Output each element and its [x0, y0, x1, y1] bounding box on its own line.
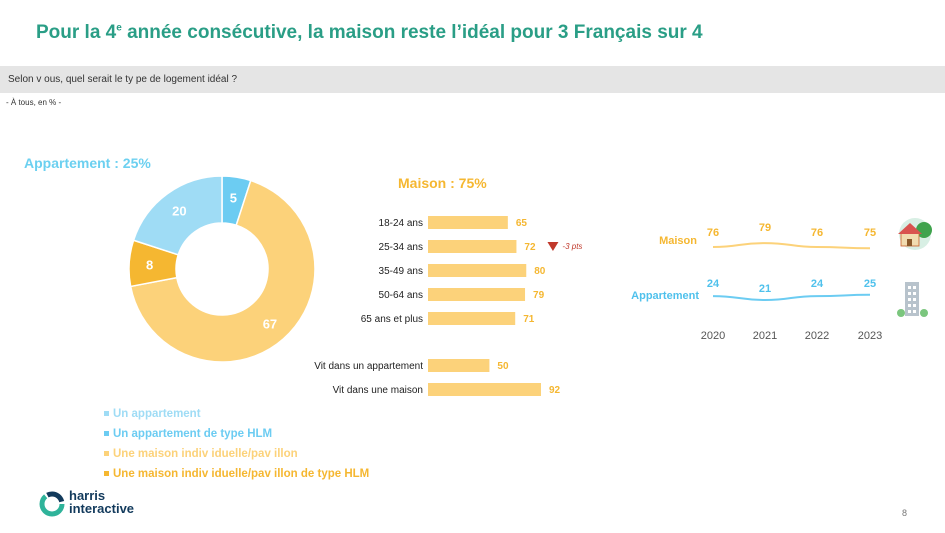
building-window — [908, 304, 911, 307]
building-shrub — [897, 309, 905, 317]
logo-line-2: interactive — [69, 501, 135, 516]
building-window — [908, 286, 911, 289]
year-axis-label: 2023 — [858, 330, 882, 342]
bar-category-label: 65 ans et plus — [361, 314, 423, 325]
question-text: Selon v ous, quel serait le ty pe de log… — [8, 74, 238, 85]
bar-category-label: 18-24 ans — [379, 218, 423, 229]
legend-label: Un appartement — [113, 408, 201, 420]
trend-series-name: Maison — [659, 235, 697, 247]
legend-item: Une maison indiv iduelle/pav illon — [104, 446, 369, 466]
donut-slice-label: 67 — [263, 316, 277, 331]
building-window — [913, 298, 916, 301]
bar-value-label: 65 — [516, 218, 528, 229]
legend-swatch — [104, 451, 109, 457]
base-note: - À tous, en % - — [6, 98, 62, 107]
logo-line-1: harris — [69, 488, 106, 503]
bar-value-label: 79 — [533, 290, 545, 301]
maison-total-label: Maison : 75% — [398, 175, 487, 191]
trend-point-label: 76 — [707, 227, 719, 239]
legend-swatch — [104, 471, 109, 477]
down-triangle-icon — [547, 242, 559, 251]
trend-point-label: 25 — [864, 278, 876, 290]
harris-logo-text: harris interactive — [69, 489, 134, 515]
bar-value-label: 50 — [497, 361, 509, 372]
year-axis-label: 2020 — [701, 330, 725, 342]
bar-category-label: 50-64 ans — [379, 290, 423, 301]
appartement-total-label: Appartement : 25% — [24, 155, 151, 171]
bar-category-label: Vit dans une maison — [333, 385, 423, 396]
bar-value-label: 80 — [534, 266, 546, 277]
bar — [428, 288, 526, 301]
donut-slice — [132, 175, 223, 256]
bar — [428, 216, 508, 229]
house-roof — [898, 223, 922, 234]
bar — [428, 312, 516, 325]
bar-category-label: 35-49 ans — [379, 266, 423, 277]
legend-label: Une maison indiv iduelle/pav illon — [113, 448, 298, 460]
trend-point-label: 24 — [811, 278, 824, 290]
legend-item: Un appartement — [104, 406, 369, 426]
page-number: 8 — [902, 508, 908, 518]
donut-slice — [129, 179, 316, 363]
legend-label: Un appartement de type HLM — [113, 428, 273, 440]
bar — [428, 240, 517, 253]
page-title: Pour la 4e année consécutive, la maison … — [36, 22, 703, 43]
donut-slice-label: 20 — [172, 203, 186, 218]
harris-logo-icon — [39, 491, 65, 517]
donut-legend: Un appartement Un appartement de type HLM… — [104, 406, 369, 486]
trend-point-label: 21 — [759, 283, 771, 295]
building-window — [908, 310, 911, 313]
building-shrub — [920, 309, 928, 317]
trend-line — [712, 242, 871, 250]
bar — [428, 359, 490, 372]
house-door — [907, 239, 912, 246]
trend-annotation: -3 pts — [562, 242, 582, 251]
trend-line — [712, 293, 871, 302]
donut-slice-label: 5 — [230, 190, 237, 205]
legend-item: Une maison indiv iduelle/pav illon de ty… — [104, 466, 369, 486]
bar — [428, 383, 541, 396]
bar — [428, 264, 527, 277]
question-band — [0, 66, 945, 93]
bar-category-label: Vit dans un appartement — [314, 361, 423, 372]
bar-category-label: 25-34 ans — [379, 242, 423, 253]
building-window — [913, 304, 916, 307]
building-window — [908, 298, 911, 301]
trend-point-label: 79 — [759, 222, 771, 234]
trend-series-name: Appartement — [631, 290, 699, 302]
building-window — [913, 292, 916, 295]
legend-item: Un appartement de type HLM — [104, 426, 369, 446]
bar-value-label: 92 — [549, 385, 561, 396]
legend-label: Une maison indiv iduelle/pav illon de ty… — [113, 468, 370, 480]
bar-value-label: 71 — [523, 314, 535, 325]
bar-value-label: 72 — [524, 242, 536, 253]
legend-swatch — [104, 431, 109, 437]
trend-point-label: 76 — [811, 227, 823, 239]
donut-slice-label: 8 — [146, 257, 153, 272]
legend-swatch — [104, 411, 109, 417]
building-window — [913, 286, 916, 289]
building-icon — [905, 282, 919, 316]
building-window — [908, 292, 911, 295]
trend-point-label: 75 — [864, 227, 876, 239]
trend-point-label: 24 — [707, 278, 720, 290]
year-axis-label: 2021 — [753, 330, 777, 342]
building-window — [913, 310, 916, 313]
year-axis-label: 2022 — [805, 330, 829, 342]
